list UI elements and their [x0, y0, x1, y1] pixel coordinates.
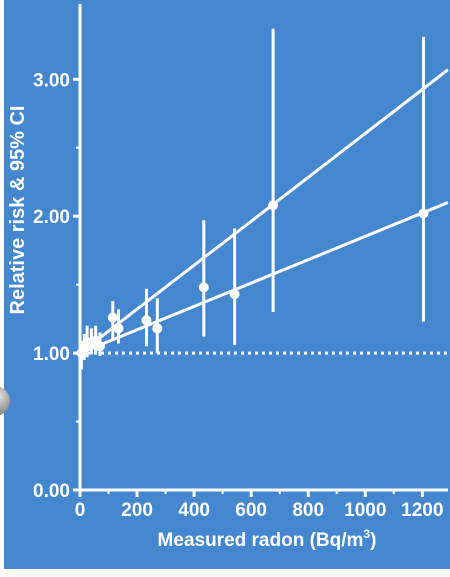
bottom-edge-strip [0, 569, 450, 577]
x-tick-label: 800 [292, 500, 324, 521]
x-tick-label: 600 [235, 500, 267, 521]
data-point [141, 315, 152, 326]
left-edge-strip [0, 0, 4, 577]
x-axis-label-suffix: ) [370, 530, 376, 551]
x-axis-label-text: Measured radon (Bq/m [158, 530, 364, 551]
y-tick-label: 3.00 [33, 70, 70, 91]
x-axis-label: Measured radon (Bq/m3) [158, 527, 377, 551]
y-axis-label: Relative risk & 95% CI [7, 106, 29, 315]
y-tick-label: 1.00 [33, 344, 70, 365]
data-points [76, 200, 429, 359]
x-tick-label: 0 [75, 500, 86, 521]
data-point [107, 312, 118, 323]
decorative-orb [0, 386, 10, 416]
data-point [152, 323, 163, 334]
data-point [418, 208, 429, 219]
fit-lines [79, 68, 449, 355]
x-tick-label: 1000 [344, 500, 386, 521]
data-point [229, 289, 240, 300]
error-bars [79, 28, 425, 370]
x-axis-label-superscript: 3 [363, 527, 370, 541]
y-tick-label: 2.00 [33, 207, 70, 228]
y-tick-label: 0.00 [33, 481, 70, 502]
data-point [198, 282, 209, 293]
x-tick-label: 400 [178, 500, 210, 521]
fit-line-1 [79, 68, 449, 355]
x-tick-label: 1200 [401, 500, 443, 521]
data-point [113, 323, 124, 334]
fit-line-2 [79, 201, 449, 355]
tick-labels: 0.00 1.00 2.00 3.00 0 200 400 600 800 1000 1200 [33, 70, 443, 521]
x-tick-label: 200 [121, 500, 153, 521]
axes [73, 4, 448, 497]
data-point [268, 200, 279, 211]
data-point [94, 341, 105, 352]
